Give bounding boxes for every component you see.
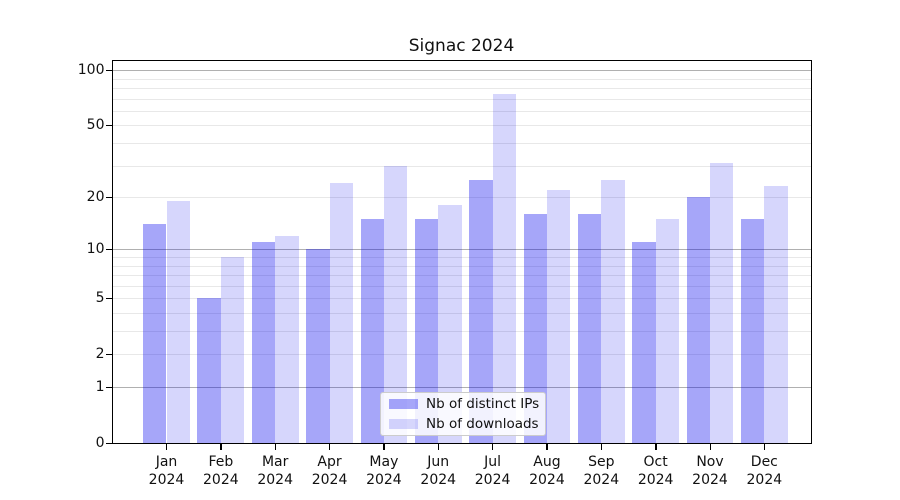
gridline-y-10 <box>112 249 811 251</box>
y-tick-label-10: 10 <box>86 241 105 258</box>
y-tick-label-5: 5 <box>95 290 105 307</box>
x-tick-mark <box>383 444 385 450</box>
y-tick-mark <box>106 248 112 251</box>
x-tick-mark <box>546 444 548 450</box>
x-tick-label-dec: Dec 2024 <box>746 454 783 489</box>
y-tick-label-100: 100 <box>77 62 105 79</box>
y-tick-label-50: 50 <box>86 117 105 134</box>
gridline-y-70 <box>112 98 811 100</box>
x-tick-mark <box>763 444 766 450</box>
x-tick-label-nov: Nov 2024 <box>692 454 728 489</box>
gridline-y-20 <box>112 197 811 199</box>
bar-ips-dec <box>740 219 765 443</box>
bar-downloads-nov <box>710 163 734 443</box>
gridline-y-8 <box>112 265 811 267</box>
bar-downloads-dec <box>764 186 788 443</box>
bar-ips-feb <box>197 298 221 443</box>
y-tick-label-1: 1 <box>95 379 105 396</box>
legend-swatch-distinct-ips <box>389 399 418 409</box>
bar-downloads-oct <box>655 219 680 443</box>
x-tick-mark <box>655 444 657 450</box>
x-tick-mark <box>220 444 222 450</box>
y-tick-mark <box>106 386 112 388</box>
y-tick-mark <box>106 69 112 72</box>
y-tick-mark <box>106 442 112 444</box>
x-tick-label-feb: Feb 2024 <box>203 454 239 489</box>
x-tick-label-jan: Jan 2024 <box>148 454 185 489</box>
bar-downloads-mar <box>275 235 299 443</box>
bar-downloads-may <box>383 165 408 443</box>
legend-label-downloads: Nb of downloads <box>426 416 539 432</box>
bar-ips-jan <box>143 224 167 443</box>
gridline-y-4 <box>112 313 811 315</box>
gridline-y-60 <box>112 111 811 112</box>
x-tick-label-apr: Apr 2024 <box>311 454 348 489</box>
x-tick-label-aug: Aug 2024 <box>529 454 565 489</box>
gridline-y-2 <box>112 354 811 356</box>
bar-downloads-apr <box>329 183 353 443</box>
x-tick-label-sep: Sep 2024 <box>583 454 620 489</box>
x-tick-label-oct: Oct 2024 <box>637 454 674 489</box>
x-tick-label-may: May 2024 <box>366 454 402 489</box>
gridline-y-80 <box>112 88 811 90</box>
bar-ips-sep <box>577 214 602 443</box>
bar-downloads-aug <box>546 189 571 443</box>
x-tick-mark <box>274 444 277 450</box>
bar-downloads-jul <box>492 94 516 443</box>
x-tick-mark <box>492 444 494 450</box>
bar-ips-aug <box>523 214 547 443</box>
x-tick-mark <box>600 444 603 450</box>
gridline-y-1 <box>112 387 811 389</box>
bar-ips-jul <box>469 179 493 443</box>
bar-downloads-sep <box>601 179 625 443</box>
bar-downloads-jan <box>166 201 190 443</box>
gridline-y-30 <box>112 165 811 167</box>
bar-ips-jun <box>414 219 439 443</box>
x-tick-mark <box>437 444 440 450</box>
x-tick-label-jul: Jul 2024 <box>474 454 511 489</box>
gridline-y-3 <box>112 331 811 333</box>
bar-ips-nov <box>686 197 710 443</box>
bar-downloads-feb <box>220 257 245 443</box>
x-tick-mark <box>166 444 168 450</box>
legend-item-downloads: Nb of downloads <box>389 416 539 432</box>
plot-area <box>112 61 811 444</box>
bar-ips-apr <box>306 249 330 443</box>
gridline-y-7 <box>112 275 811 277</box>
y-tick-mark <box>106 124 112 127</box>
bar-ips-may <box>360 219 384 443</box>
legend-item-distinct-ips: Nb of distinct IPs <box>389 396 539 412</box>
bar-ips-mar <box>251 242 276 443</box>
legend: Nb of distinct IPs Nb of downloads <box>380 392 546 436</box>
bar-downloads-jun <box>438 205 462 443</box>
bar-ips-oct <box>632 242 656 443</box>
legend-swatch-downloads <box>389 419 418 429</box>
x-tick-mark <box>329 444 331 450</box>
gridline-y-50 <box>112 125 811 127</box>
gridline-y-40 <box>112 143 811 145</box>
y-tick-label-2: 2 <box>95 346 105 363</box>
y-tick-mark <box>106 196 112 198</box>
x-tick-mark <box>709 444 711 450</box>
gridline-y-5 <box>112 298 811 300</box>
legend-label-distinct-ips: Nb of distinct IPs <box>426 396 540 412</box>
gridline-y-9 <box>112 257 811 259</box>
y-tick-mark <box>106 353 112 356</box>
gridline-y-100 <box>112 70 811 72</box>
x-tick-label-mar: Mar 2024 <box>257 454 294 489</box>
chart-title: Signac 2024 <box>408 36 515 56</box>
gridline-y-90 <box>112 78 811 80</box>
y-tick-label-0: 0 <box>95 435 105 451</box>
y-tick-mark <box>106 297 112 300</box>
x-tick-label-jun: Jun 2024 <box>420 454 457 489</box>
gridline-y-6 <box>112 285 811 287</box>
y-tick-label-20: 20 <box>86 189 105 206</box>
